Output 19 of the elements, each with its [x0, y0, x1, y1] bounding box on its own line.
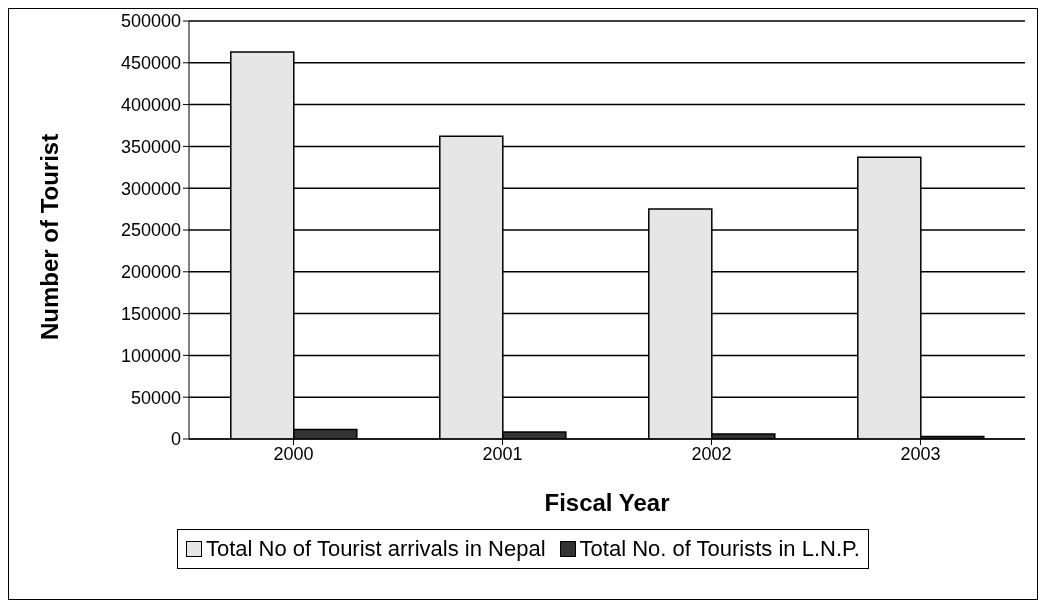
y-axis-title: Number of Tourist	[35, 133, 63, 340]
y-tick-label: 150000	[120, 303, 181, 324]
y-tick-label: 200000	[120, 262, 181, 283]
y-tick-label: 500000	[120, 11, 181, 32]
legend-label: Total No. of Tourists in L.N.P.	[579, 536, 860, 562]
y-tick-label: 50000	[130, 387, 181, 408]
y-tick-label: 250000	[120, 220, 181, 241]
x-tick-label: 2002	[691, 443, 732, 464]
y-tick-label: 100000	[120, 345, 181, 366]
x-axis-title: Fiscal Year	[544, 489, 670, 516]
legend-label: Total No of Tourist arrivals in Nepal	[206, 536, 546, 562]
x-tick-label: 2001	[482, 443, 523, 464]
x-tick-label: 2000	[273, 443, 314, 464]
x-tick-label: 2003	[900, 443, 941, 464]
y-tick-label: 300000	[120, 178, 181, 199]
y-tick-label: 400000	[120, 94, 181, 115]
y-tick-label: 0	[170, 429, 181, 450]
y-tick-label: 350000	[120, 136, 181, 157]
y-tick-label: 450000	[120, 53, 181, 74]
